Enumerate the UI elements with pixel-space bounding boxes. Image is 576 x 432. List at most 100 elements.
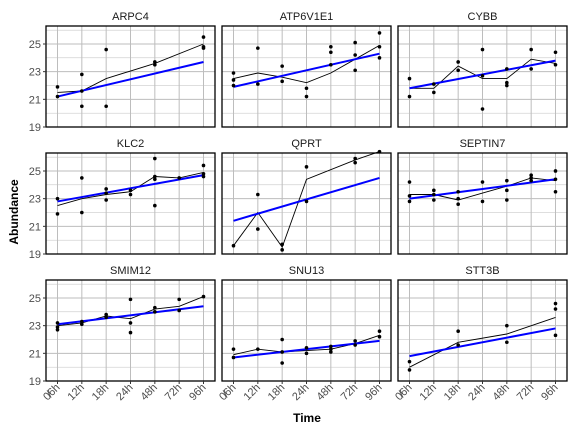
x-tick-label: 12h bbox=[65, 382, 86, 403]
data-point bbox=[353, 53, 357, 57]
data-point bbox=[80, 176, 84, 180]
data-point bbox=[231, 83, 236, 88]
data-point bbox=[529, 67, 533, 71]
y-tick-label: 19 bbox=[29, 122, 41, 134]
facet-panel: KLC2 19 21 23 25 bbox=[29, 138, 216, 261]
data-point bbox=[407, 94, 412, 99]
facet-panels: ARPC4 19 21 23 25 ATP6V1E1 CYBB KLC2 19 21 23 25 QPR… bbox=[29, 11, 568, 403]
data-point bbox=[377, 44, 382, 49]
data-point bbox=[505, 188, 509, 193]
mean-line bbox=[409, 58, 556, 89]
data-point bbox=[505, 67, 509, 71]
data-point bbox=[153, 203, 157, 208]
data-point bbox=[280, 361, 284, 365]
data-point bbox=[377, 334, 382, 339]
y-tick-label: 21 bbox=[29, 221, 41, 233]
facet-panel: STT3B 0̸6h 12h 18h 24h 48h 72h 96h bbox=[393, 265, 568, 403]
data-point bbox=[353, 160, 357, 165]
x-axis-title: Time bbox=[293, 411, 321, 425]
facet-title: CYBB bbox=[468, 11, 498, 23]
data-point bbox=[553, 50, 558, 55]
data-point bbox=[256, 347, 260, 351]
data-point bbox=[377, 56, 382, 60]
data-point bbox=[231, 243, 236, 248]
data-point bbox=[353, 339, 357, 343]
y-tick-label: 25 bbox=[29, 293, 41, 305]
data-point bbox=[104, 47, 108, 52]
data-point bbox=[407, 180, 412, 184]
x-tick-label: 96h bbox=[187, 382, 208, 403]
data-point bbox=[553, 189, 558, 194]
data-point bbox=[55, 325, 60, 329]
x-tick-label: 48h bbox=[314, 382, 335, 403]
data-point bbox=[231, 71, 236, 75]
data-point bbox=[104, 187, 108, 191]
facet-panel: SMIM12 19 21 23 25 0̸6h 12h 18h 24h 48h 72h 96h bbox=[29, 265, 216, 403]
data-point bbox=[353, 343, 357, 347]
data-point bbox=[256, 46, 260, 50]
data-point bbox=[304, 86, 309, 91]
data-point bbox=[304, 345, 309, 350]
facet-panel: ATP6V1E1 bbox=[221, 11, 392, 128]
data-point bbox=[553, 62, 558, 67]
data-point bbox=[256, 227, 260, 231]
data-point bbox=[456, 202, 460, 206]
facet-panel: QPRT bbox=[221, 138, 392, 255]
data-point bbox=[377, 31, 382, 35]
regression-line bbox=[409, 327, 556, 358]
facet-title: QPRT bbox=[291, 138, 322, 150]
y-tick-label: 19 bbox=[29, 376, 41, 388]
data-point bbox=[55, 196, 60, 201]
data-point bbox=[432, 90, 436, 95]
x-tick-label: 96h bbox=[539, 382, 560, 403]
y-axis-title: Abundance bbox=[7, 179, 21, 245]
data-point bbox=[480, 107, 485, 111]
data-point bbox=[128, 192, 133, 197]
x-tick-label: 0̸6h bbox=[217, 382, 238, 403]
y-tick-label: 23 bbox=[29, 321, 41, 333]
data-point bbox=[304, 199, 309, 204]
x-tick-label: 72h bbox=[163, 382, 184, 403]
regression-line bbox=[233, 52, 380, 88]
data-point bbox=[177, 308, 181, 313]
panel-border bbox=[45, 25, 216, 128]
facet-title: SEPTIN7 bbox=[460, 138, 506, 150]
data-point bbox=[104, 198, 108, 202]
data-point bbox=[153, 156, 157, 161]
data-point bbox=[153, 174, 157, 179]
y-tick-label: 23 bbox=[29, 194, 41, 206]
data-point bbox=[407, 76, 412, 81]
x-tick-label: 24h bbox=[290, 382, 311, 403]
data-point bbox=[407, 199, 412, 204]
panel-border bbox=[397, 152, 568, 255]
data-point bbox=[280, 248, 284, 252]
data-point bbox=[480, 74, 485, 78]
data-point bbox=[407, 359, 412, 364]
data-point bbox=[505, 340, 509, 345]
x-tick-label: 12h bbox=[241, 382, 262, 403]
x-tick-label: 48h bbox=[490, 382, 511, 403]
data-point bbox=[329, 347, 333, 351]
data-point bbox=[231, 347, 236, 351]
data-point bbox=[280, 337, 284, 342]
data-point bbox=[329, 344, 333, 349]
panel-border bbox=[45, 152, 216, 255]
data-point bbox=[304, 165, 309, 169]
data-point bbox=[529, 178, 533, 183]
data-point bbox=[128, 330, 133, 335]
facet-panel: SNU13 0̸6h 12h 18h 24h 48h 72h 96h bbox=[217, 265, 392, 403]
panel-border bbox=[397, 25, 568, 128]
data-point bbox=[280, 79, 284, 84]
data-point bbox=[177, 297, 181, 302]
data-point bbox=[80, 72, 84, 77]
x-tick-label: 18h bbox=[266, 382, 287, 403]
data-point bbox=[80, 322, 84, 327]
data-point bbox=[529, 173, 533, 177]
data-point bbox=[480, 199, 485, 204]
data-point bbox=[353, 68, 357, 73]
data-point bbox=[153, 310, 157, 314]
x-tick-label: 0̸6h bbox=[393, 382, 414, 403]
x-tick-label: 24h bbox=[466, 382, 487, 403]
data-point bbox=[153, 177, 157, 182]
data-point bbox=[456, 196, 460, 201]
